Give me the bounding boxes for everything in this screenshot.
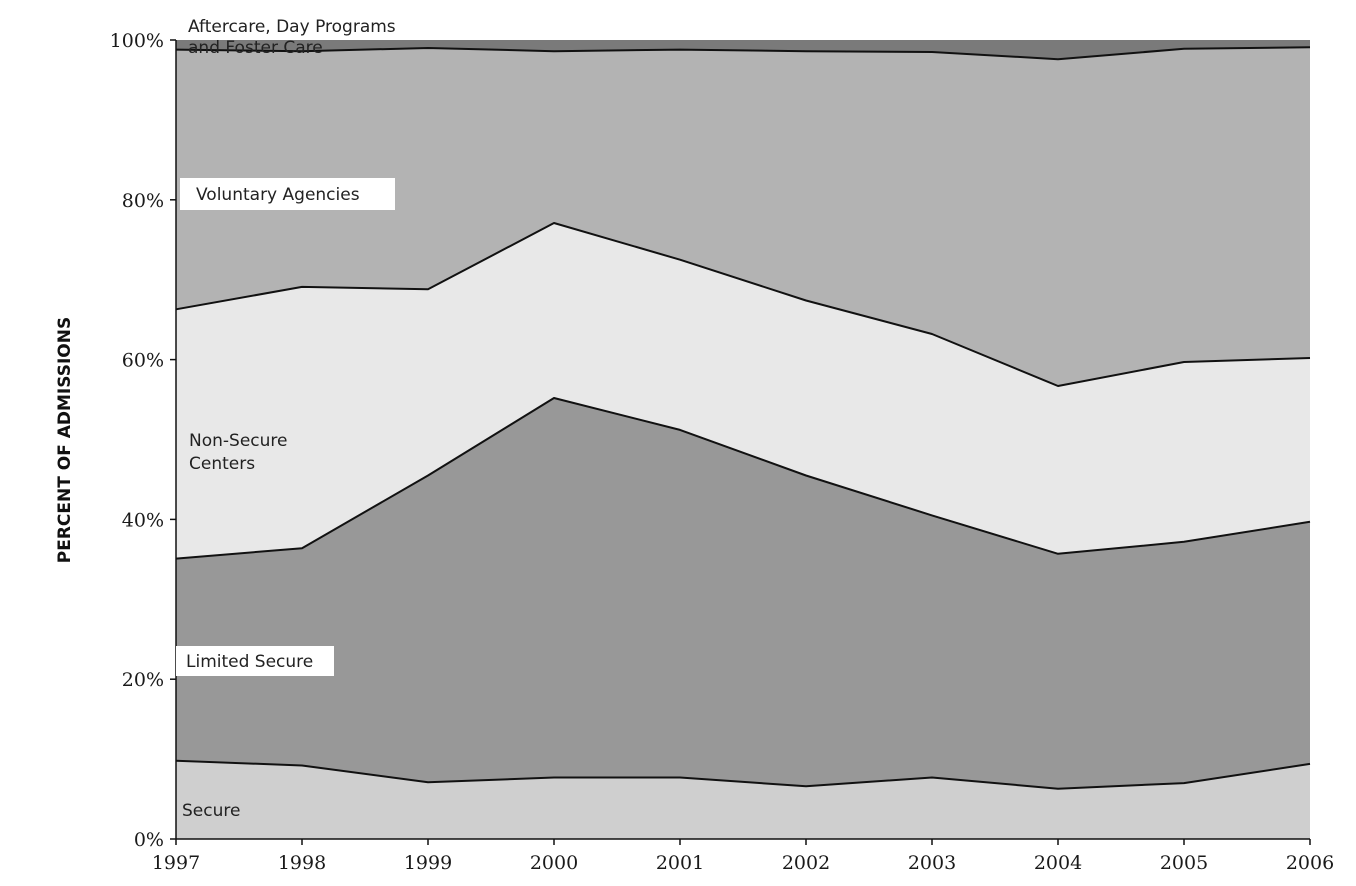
boundary-line-limited-secure: [175, 397, 1311, 560]
x-tick-label: 2005: [1160, 852, 1208, 874]
x-tick-label: 2006: [1286, 852, 1334, 874]
y-tick-label: 20%: [122, 669, 164, 691]
voluntary-label-box: [180, 178, 395, 210]
y-tick-label: 0%: [134, 829, 164, 851]
boundary-line-non-secure-centers: [175, 222, 1311, 387]
aftercare-label-line1: Aftercare, Day Programs: [188, 17, 396, 37]
area-layer: [175, 40, 1311, 839]
x-tick-label: 1998: [278, 852, 326, 874]
boundary-line-voluntary-agencies: [175, 46, 1311, 61]
area-voluntary-agencies: [176, 47, 1310, 386]
boundary-line-secure: [175, 759, 1311, 790]
x-tick-label: 1999: [404, 852, 452, 874]
x-tick-label: 1997: [152, 852, 200, 874]
y-tick-label: 80%: [122, 190, 164, 212]
x-tick-label: 2000: [530, 852, 578, 874]
aftercare-label-line2: and Foster Care: [188, 38, 323, 58]
x-tick-label: 2003: [908, 852, 956, 874]
limited-label: Limited Secure: [186, 652, 313, 672]
y-axis-label: PERCENT OF ADMISSIONS: [55, 317, 75, 563]
nonsecure-label-line2: Centers: [189, 454, 255, 474]
secure-label: Secure: [182, 801, 240, 821]
y-tick-label: 60%: [122, 350, 164, 372]
area-secure: [176, 760, 1310, 839]
y-tick-label: 100%: [110, 30, 164, 52]
nonsecure-label-line1: Non-Secure: [189, 431, 287, 451]
limited-label-box: [176, 646, 334, 676]
x-tick-label: 2002: [782, 852, 830, 874]
area-non-secure-centers: [176, 223, 1310, 559]
x-tick-label: 2001: [656, 852, 704, 874]
voluntary-label: Voluntary Agencies: [196, 185, 360, 205]
axes: 0% 20% 40% 60% 80% 100% 1997 1998 1999 2000 2001 20…: [110, 30, 1335, 874]
y-tick-label: 40%: [122, 509, 164, 531]
x-tick-label: 2004: [1034, 852, 1082, 874]
area-limited-secure: [176, 398, 1310, 789]
